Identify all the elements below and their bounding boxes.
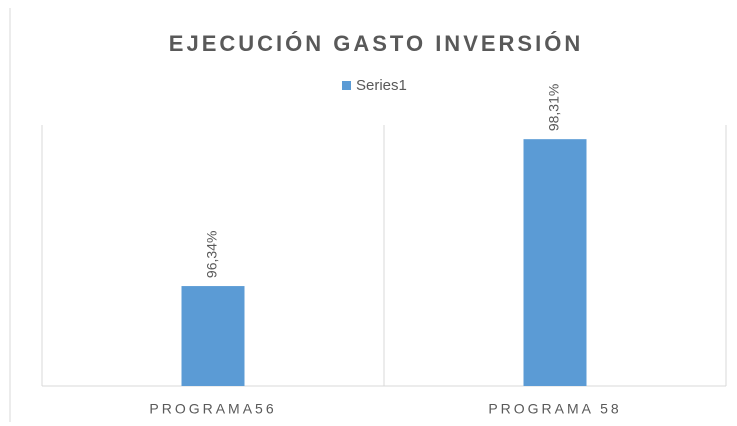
data-label: 96,34% [204,231,220,278]
legend-swatch [342,81,351,90]
legend-label: Series1 [356,77,407,94]
bar [523,139,587,386]
x-tick-label: PROGRAMA56 [149,401,276,417]
data-label: 98,31% [546,84,562,131]
bar [181,286,245,386]
x-tick-label: PROGRAMA 58 [488,401,621,417]
chart-title: EJECUCIÓN GASTO INVERSIÓN [169,31,583,56]
